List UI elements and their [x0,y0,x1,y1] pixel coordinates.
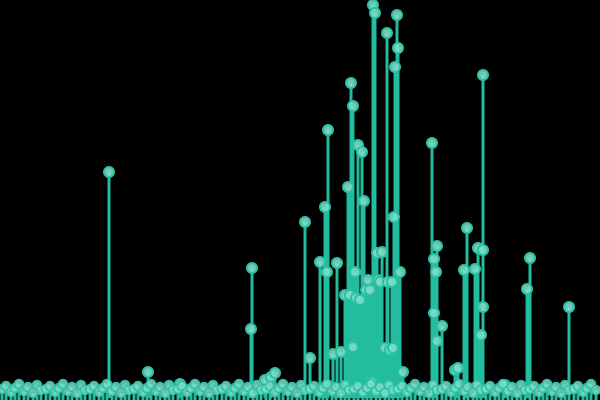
data-point-dot [397,366,409,378]
data-point-dot [461,222,473,234]
data-point-dot [388,211,400,223]
data-point-dot [362,274,374,286]
data-point-dot [331,257,343,269]
data-point-dot [142,366,154,378]
noise-dot [189,378,201,390]
data-point-dot [477,69,489,81]
data-point-dot [349,266,361,278]
data-point-dot [369,7,381,19]
data-point-dot [356,146,368,158]
noise-dot [145,378,157,390]
data-point-dot [394,266,406,278]
data-point-dot [521,283,533,295]
data-point-dot [452,362,464,374]
data-point-dot [431,240,443,252]
data-point-dot [436,320,448,332]
noise-dot [277,378,289,390]
noise-dot [409,378,421,390]
noise-dot [13,378,25,390]
data-point-dot [392,42,404,54]
data-point-dot [335,346,347,358]
data-point-dot [358,195,370,207]
data-point-dot [347,100,359,112]
data-point-dot [386,276,398,288]
data-point-dot [387,342,399,354]
data-point-dot [322,124,334,136]
data-point-dot [469,263,481,275]
data-point-dot [426,137,438,149]
data-point-dot [524,252,536,264]
data-point-dot [381,27,393,39]
data-point-dot [477,244,489,256]
data-point-dot [389,61,401,73]
data-point-dot [245,323,257,335]
noise-dot [541,378,553,390]
data-point-dot [475,329,487,341]
data-point-dot [477,301,489,313]
data-point-dot [345,77,357,89]
noise-dot [365,378,377,390]
data-point-dot [103,166,115,178]
noise-dot [497,378,509,390]
data-point-dot [364,284,376,296]
data-point-dot [458,264,470,276]
noise-dot [321,378,333,390]
noise-dot [57,378,69,390]
data-point-dot [347,341,359,353]
data-point-dot [304,352,316,364]
data-point-dot [431,335,443,347]
data-point-dot [319,201,331,213]
noise-dot [101,378,113,390]
noise-dot [453,378,465,390]
data-point-dot [342,181,354,193]
data-point-dot [354,294,366,306]
data-point-dot [428,307,440,319]
data-point-dot [321,266,333,278]
data-point-dot [246,262,258,274]
data-point-dot [428,253,440,265]
noise-dot [233,378,245,390]
data-point-dot [299,216,311,228]
data-point-dot [314,256,326,268]
data-point-dot [391,9,403,21]
data-point-dot [376,246,388,258]
data-point-dot [430,266,442,278]
data-point-dot [269,367,281,379]
data-point-dot [563,301,575,313]
noise-dot [590,384,600,396]
